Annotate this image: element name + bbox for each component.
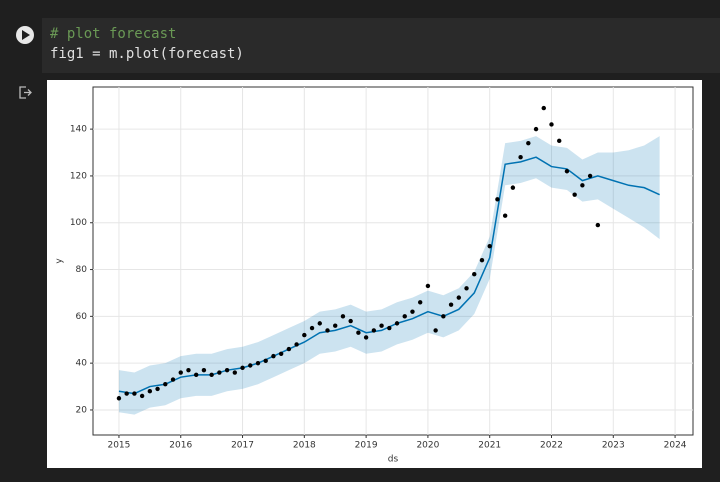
data-point bbox=[178, 370, 183, 375]
data-point bbox=[263, 358, 268, 364]
data-point bbox=[240, 365, 245, 371]
data-point bbox=[155, 386, 160, 392]
plot-frame bbox=[92, 86, 694, 436]
data-point bbox=[309, 325, 315, 331]
data-point bbox=[255, 360, 261, 366]
x-tick-label: 2016 bbox=[169, 441, 192, 451]
data-point bbox=[564, 169, 570, 174]
data-point bbox=[139, 393, 145, 399]
y-tick-label: 80 bbox=[76, 265, 88, 275]
x-tick-label: 2023 bbox=[602, 441, 625, 451]
data-point bbox=[518, 155, 523, 160]
y-tick-label: 20 bbox=[76, 405, 88, 415]
x-tick-label: 2019 bbox=[355, 441, 378, 451]
data-point bbox=[456, 295, 462, 300]
data-point bbox=[170, 377, 176, 382]
data-point bbox=[186, 367, 191, 373]
data-point bbox=[464, 286, 469, 291]
data-point bbox=[387, 325, 392, 331]
data-point bbox=[348, 318, 353, 324]
data-point bbox=[224, 367, 230, 373]
data-point bbox=[163, 382, 168, 387]
data-point bbox=[363, 335, 369, 340]
x-tick-label: 2022 bbox=[540, 441, 563, 451]
data-point bbox=[595, 222, 601, 228]
data-point bbox=[248, 363, 253, 368]
data-point bbox=[209, 372, 214, 378]
data-point bbox=[379, 323, 384, 328]
data-point bbox=[356, 330, 361, 335]
y-tick-label: 60 bbox=[76, 312, 88, 322]
data-point bbox=[333, 323, 338, 328]
x-tick-label: 2020 bbox=[416, 441, 439, 451]
data-point bbox=[232, 370, 238, 375]
data-point bbox=[294, 342, 299, 347]
data-point bbox=[510, 185, 516, 190]
data-point bbox=[580, 183, 585, 188]
y-tick-label: 40 bbox=[76, 359, 88, 369]
data-point bbox=[587, 173, 593, 179]
data-point bbox=[417, 300, 423, 305]
data-point bbox=[402, 314, 407, 319]
data-point bbox=[371, 328, 377, 333]
data-point bbox=[526, 140, 531, 146]
data-point bbox=[325, 328, 330, 333]
code-comment: # plot forecast bbox=[50, 26, 177, 42]
data-point bbox=[317, 321, 322, 326]
data-point bbox=[533, 126, 539, 132]
data-point bbox=[557, 138, 562, 144]
x-tick-label: 2018 bbox=[293, 441, 316, 451]
output-icon[interactable] bbox=[19, 86, 32, 99]
data-point bbox=[541, 105, 546, 111]
x-tick-label: 2015 bbox=[107, 441, 130, 451]
x-tick-label: 2017 bbox=[231, 441, 254, 451]
data-point bbox=[479, 257, 485, 263]
data-point bbox=[147, 389, 153, 394]
data-point bbox=[441, 314, 446, 319]
data-point bbox=[549, 122, 554, 127]
y-tick-label: 140 bbox=[70, 125, 87, 135]
data-point bbox=[271, 353, 276, 359]
data-point bbox=[286, 346, 292, 352]
code-cell[interactable]: # plot forecast fig1 = m.plot(forecast) bbox=[42, 18, 720, 73]
x-axis-label: ds bbox=[388, 455, 399, 465]
data-point bbox=[124, 391, 129, 396]
y-tick-label: 120 bbox=[70, 171, 87, 181]
data-point bbox=[302, 332, 307, 338]
data-point bbox=[472, 272, 477, 277]
data-point bbox=[193, 372, 199, 378]
data-point bbox=[217, 370, 222, 375]
data-point bbox=[340, 314, 346, 319]
data-point bbox=[410, 309, 415, 314]
x-tick-label: 2021 bbox=[478, 441, 501, 451]
gutter bbox=[16, 26, 34, 99]
run-icon bbox=[22, 30, 30, 40]
data-point bbox=[116, 396, 122, 401]
uncertainty-band bbox=[118, 136, 660, 415]
code-line: fig1 = m.plot(forecast) bbox=[50, 46, 244, 62]
figure-background bbox=[47, 80, 702, 468]
data-point bbox=[448, 302, 454, 307]
data-point bbox=[502, 213, 508, 218]
data-point bbox=[572, 192, 577, 197]
data-point bbox=[394, 321, 400, 326]
chart: ds y 20 40 60 80 100 120 140 2015 2016 2017 2018 20… bbox=[47, 80, 702, 468]
data-point bbox=[433, 328, 438, 333]
x-tick-label: 2024 bbox=[664, 441, 687, 451]
y-tick-label: 100 bbox=[70, 218, 87, 228]
data-point bbox=[495, 197, 500, 202]
data-point bbox=[278, 351, 284, 356]
data-point bbox=[487, 243, 492, 249]
data-point bbox=[132, 391, 137, 396]
data-point bbox=[425, 283, 431, 289]
data-point bbox=[201, 367, 207, 373]
y-axis-label: y bbox=[55, 258, 65, 264]
